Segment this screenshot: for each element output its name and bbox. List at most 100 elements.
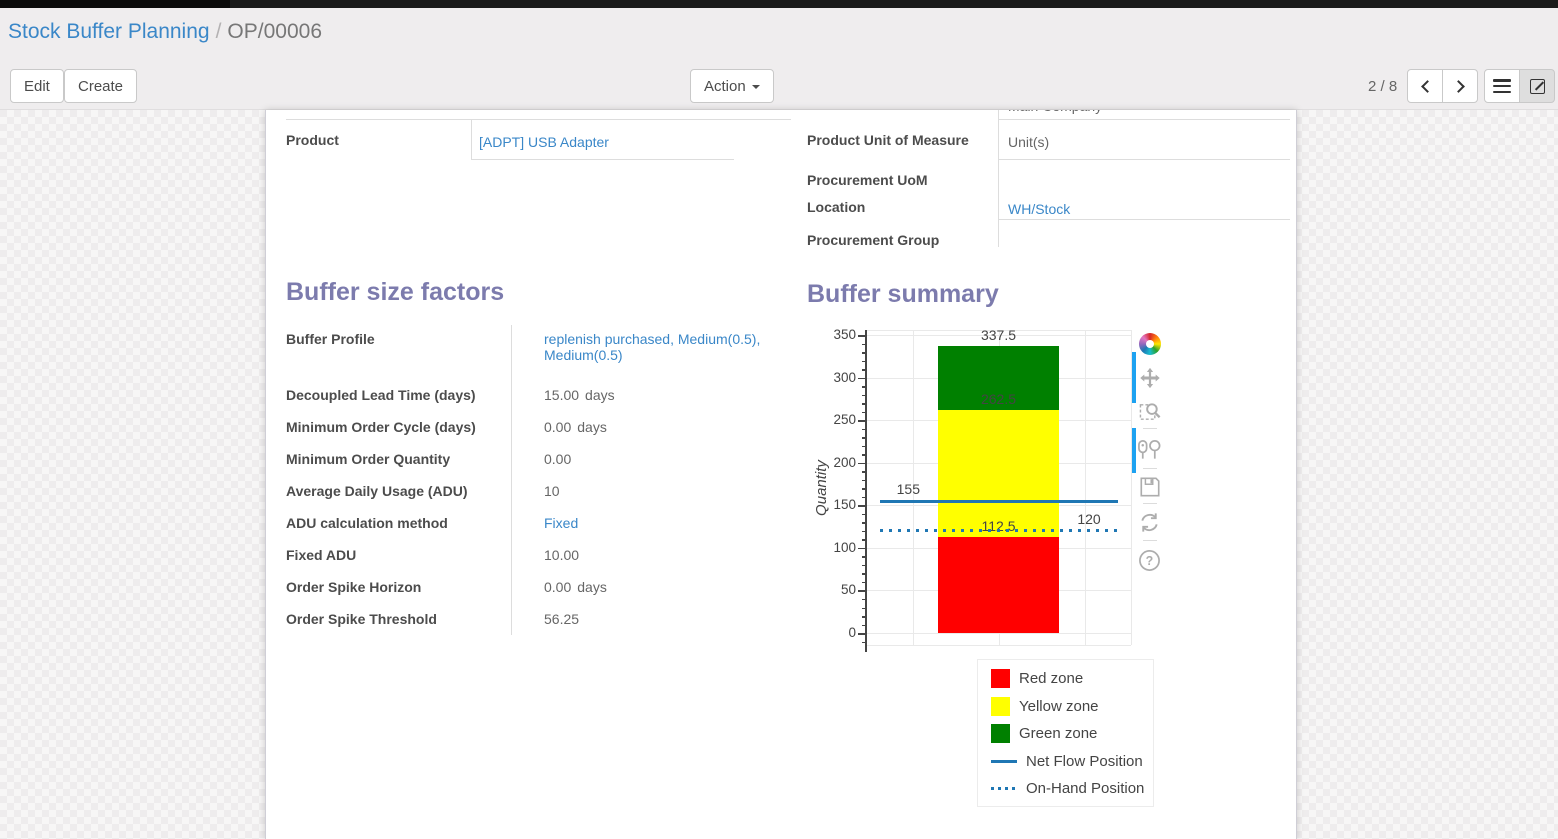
chart-minor-tick — [862, 496, 866, 499]
legend-item-green-zone[interactable]: Green zone — [978, 720, 1153, 748]
box-zoom-icon[interactable] — [1137, 399, 1163, 423]
factors-value[interactable]: Fixed — [544, 515, 579, 531]
chart-zone-yellow-zone — [938, 409, 1059, 538]
chart-plot-top-edge — [867, 330, 1131, 331]
compare-hover-icon[interactable] — [1136, 438, 1162, 462]
legend-label: Red zone — [1019, 670, 1084, 688]
factors-row: Decoupled Lead Time (days) 15.00 days — [286, 381, 786, 413]
chart-minor-tick — [862, 616, 866, 618]
chart-zone-boundary-label: 262.5 — [980, 390, 1017, 407]
factors-label: Minimum Order Quantity — [286, 451, 451, 467]
chart-minor-tick — [862, 598, 866, 601]
factors-row: Fixed ADU 10.00 — [286, 541, 786, 573]
breadcrumb-link-stock-buffer-planning[interactable]: Stock Buffer Planning — [8, 20, 210, 43]
factors-value: 0.00 days — [544, 579, 607, 595]
chart-minor-tick — [862, 428, 866, 431]
factors-value: 10.00 — [544, 547, 580, 563]
chart-line-on-hand-position — [880, 529, 1118, 533]
factors-value: 0.00 days — [544, 419, 607, 435]
modebar-separator — [1143, 503, 1157, 504]
chart-zone-boundary-label: 337.5 — [980, 326, 1017, 343]
pager-next-button[interactable] — [1442, 69, 1478, 103]
breadcrumb: Stock Buffer Planning / OP/00006 — [8, 20, 322, 44]
chart-major-tick — [858, 505, 866, 507]
reset-axes-icon[interactable] — [1136, 510, 1162, 534]
modebar-separator — [1143, 540, 1157, 541]
form-view-button[interactable] — [1519, 69, 1555, 103]
company-value: Main Company — [1008, 110, 1102, 114]
legend-label: Green zone — [1019, 725, 1098, 743]
chart-minor-tick — [862, 445, 866, 448]
pager-previous-button[interactable] — [1407, 69, 1443, 103]
chart-tick-label: 200 — [833, 454, 856, 470]
form-sheet: Main Company Product [ADPT] USB Adapter … — [265, 110, 1297, 839]
chart-line-label: 155 — [896, 481, 920, 497]
factors-value: 15.00 days — [544, 387, 615, 403]
field-label-1: Procurement UoM — [807, 172, 928, 188]
field-value-2[interactable]: WH/Stock — [1008, 201, 1071, 217]
factors-label: Order Spike Threshold — [286, 611, 437, 627]
chart-minor-tick — [862, 386, 866, 388]
chart-minor-tick — [862, 573, 866, 575]
buffer-size-factors-table: Buffer Profile replenish purchased, Mediu… — [286, 325, 786, 637]
chart-minor-tick — [862, 454, 866, 456]
chart-major-tick — [858, 420, 866, 422]
create-button[interactable]: Create — [64, 69, 138, 103]
chart-minor-tick — [862, 564, 866, 567]
factors-value: 10 — [544, 483, 560, 499]
legend-item-red-zone[interactable]: Red zone — [978, 665, 1153, 693]
chart-line-label: 120 — [1077, 510, 1101, 527]
breadcrumb-current-record: OP/00006 — [227, 20, 322, 43]
chart-minor-tick — [862, 530, 866, 533]
pager-value[interactable]: 2 / 8 — [1368, 78, 1398, 95]
field-label-0: Product Unit of Measure — [807, 132, 969, 148]
help-icon[interactable]: ? — [1136, 548, 1162, 572]
chart-minor-tick — [862, 522, 866, 524]
form-view-icon — [1529, 78, 1545, 94]
factors-label: Minimum Order Cycle (days) — [286, 419, 476, 435]
legend-swatch — [991, 669, 1010, 689]
chart-minor-tick — [862, 437, 866, 439]
list-view-button[interactable] — [1484, 69, 1520, 103]
chart-line-net-flow-position — [880, 499, 1118, 503]
action-dropdown-button[interactable]: Action — [690, 69, 774, 103]
factors-value[interactable]: replenish purchased, Medium(0.5), Medium… — [544, 331, 761, 363]
chart-plot-bottom-edge — [867, 645, 1131, 646]
buffer-summary-title: Buffer summary — [807, 280, 999, 308]
legend-item-on-hand-position[interactable]: On-Hand Position — [978, 775, 1153, 803]
chart-major-tick — [858, 590, 866, 592]
plotly-logo-icon[interactable] — [1137, 332, 1163, 356]
top-menubar — [0, 0, 1558, 8]
chart-minor-tick — [862, 607, 866, 609]
chart-major-tick — [858, 633, 866, 635]
factors-row: Average Daily Usage (ADU) 10 — [286, 477, 786, 509]
chart-tick-label: 300 — [833, 369, 856, 385]
factors-row: Order Spike Horizon 0.00 days — [286, 573, 786, 605]
save-image-icon[interactable] — [1137, 475, 1163, 499]
chart-minor-tick — [862, 539, 866, 541]
chart-minor-tick — [862, 369, 866, 371]
modebar-separator — [1143, 468, 1157, 469]
pan-tool-icon[interactable] — [1137, 366, 1163, 390]
factors-label: Buffer Profile — [286, 331, 375, 347]
company-field-clipped: Main Company — [1008, 110, 1268, 119]
field-underline-0 — [998, 159, 1290, 160]
chart-y-axis-line — [865, 330, 867, 652]
product-value-link[interactable]: [ADPT] USB Adapter — [479, 134, 609, 150]
chart-major-tick — [858, 335, 866, 337]
chart-gridline-h — [867, 335, 1131, 336]
chart-minor-tick — [862, 403, 866, 405]
legend-item-yellow-zone[interactable]: Yellow zone — [978, 693, 1153, 721]
factors-label: ADU calculation method — [286, 515, 448, 531]
edit-button[interactable]: Edit — [10, 69, 64, 103]
buffer-summary-chart: Quantity 0 50 100 150 200 250 300 350 337.5 262.5… — [266, 110, 1296, 839]
chart-minor-tick — [862, 581, 866, 584]
legend-item-net-flow-position[interactable]: Net Flow Position — [978, 748, 1153, 776]
chart-tick-label: 250 — [833, 412, 856, 428]
chart-gridline-v — [1085, 330, 1086, 645]
chart-legend: Red zone Yellow zone Green zone Net Flow Po… — [977, 659, 1154, 807]
chart-minor-tick — [862, 411, 866, 414]
chevron-left-icon — [1420, 79, 1434, 93]
factors-value: 0.00 — [544, 451, 572, 467]
legend-swatch — [991, 787, 1017, 791]
